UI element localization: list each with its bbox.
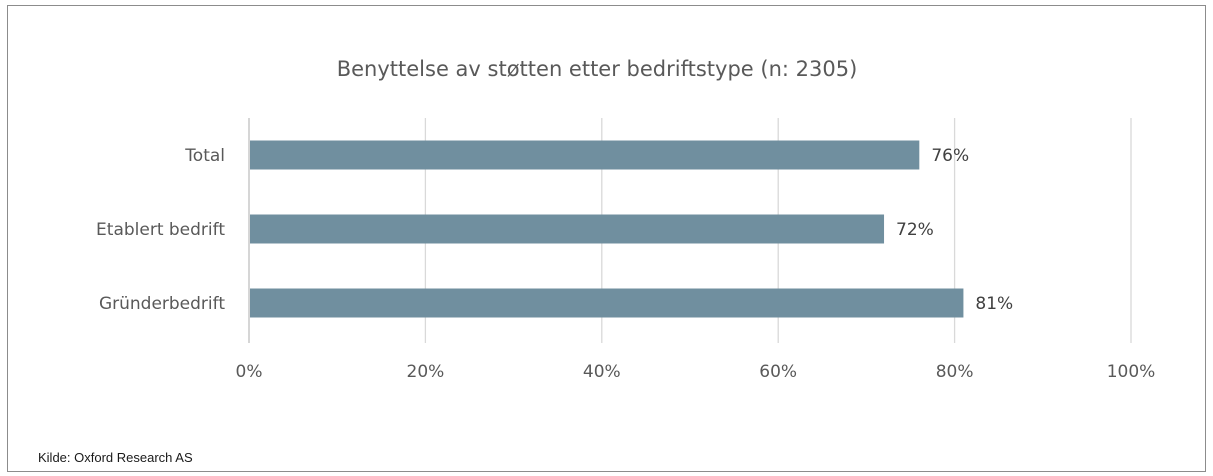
x-tick-label: 20% bbox=[407, 362, 445, 382]
data-label: 76% bbox=[931, 146, 969, 166]
x-tick-label: 100% bbox=[1107, 362, 1156, 382]
x-tick-label: 40% bbox=[583, 362, 621, 382]
labels: 0% 20% 40% 60% 80% 100% Total 76% Etablert bedri… bbox=[96, 146, 1155, 382]
category-label: Etablert bedrift bbox=[96, 220, 225, 240]
x-tick-label: 60% bbox=[759, 362, 797, 382]
chart-frame: Benyttelse av støtten etter bedriftstype… bbox=[7, 5, 1206, 472]
source-note: Kilde: Oxford Research AS bbox=[38, 450, 193, 465]
bars bbox=[250, 140, 964, 318]
category-label: Total bbox=[184, 146, 225, 166]
bar bbox=[250, 140, 920, 170]
category-label: Gründerbedrift bbox=[99, 294, 225, 314]
x-tick-label: 0% bbox=[236, 362, 263, 382]
chart-title: Benyttelse av støtten etter bedriftstype… bbox=[337, 57, 858, 81]
data-label: 72% bbox=[896, 220, 934, 240]
data-label: 81% bbox=[975, 294, 1013, 314]
x-tick-label: 80% bbox=[936, 362, 974, 382]
bar bbox=[250, 288, 964, 318]
bar bbox=[250, 214, 885, 244]
bar-chart: Benyttelse av støtten etter bedriftstype… bbox=[96, 57, 1155, 382]
